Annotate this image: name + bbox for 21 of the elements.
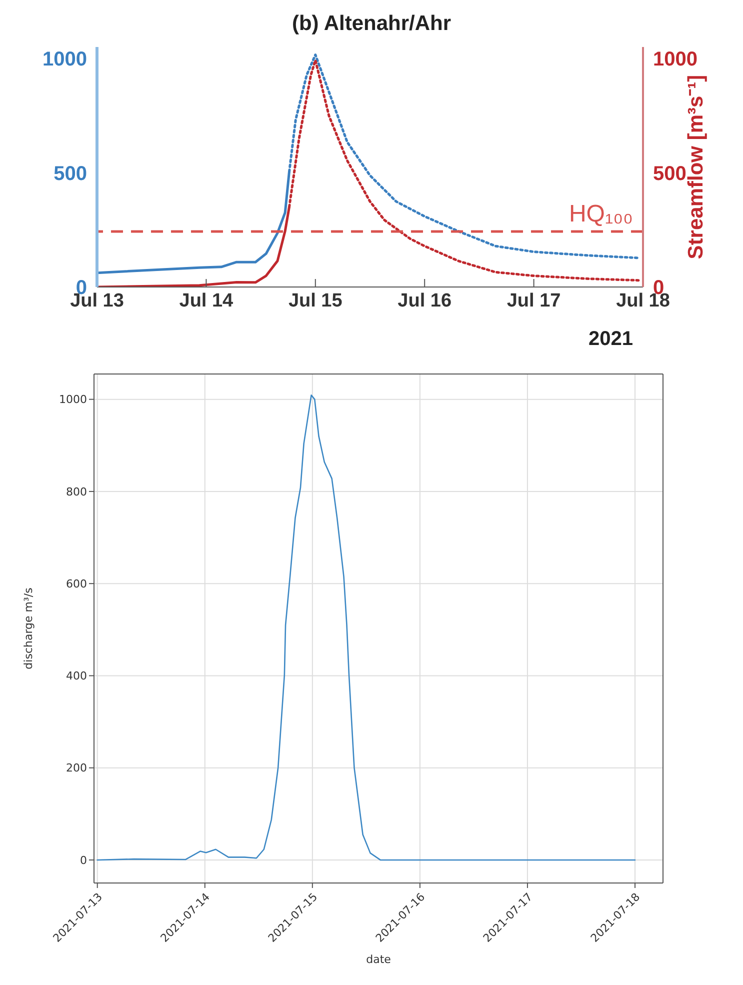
y-tick-label: 1000 xyxy=(42,48,87,71)
x-axis-title: date xyxy=(366,953,392,966)
x-tick-label: Jul 17 xyxy=(506,290,561,312)
y-tick-label: 200 xyxy=(66,762,87,775)
y-tick-label: 500 xyxy=(54,162,87,185)
y2-tick-label: 500 xyxy=(653,162,686,185)
y-tick-label: 800 xyxy=(66,485,87,498)
y2-tick-label: 1000 xyxy=(653,48,698,71)
y2-axis-title: Streamflow [m³s⁻¹] xyxy=(684,74,708,260)
y-axis-title: discharge m³/s xyxy=(22,587,35,670)
chart-title: (b) Altenahr/Ahr xyxy=(290,12,452,36)
y-tick-label: 0 xyxy=(80,854,87,867)
ref-line-label: HQ₁₀₀ xyxy=(568,200,633,228)
y-tick-label: 600 xyxy=(66,577,87,590)
y-tick-label: 400 xyxy=(66,670,87,683)
line-series xyxy=(96,394,636,861)
x-tick-label: Jul 14 xyxy=(179,290,234,312)
text: 2021 xyxy=(588,328,633,351)
x-tick-label: Jul 16 xyxy=(398,290,452,312)
y-tick-label: 1000 xyxy=(59,393,87,406)
x-tick-label: Jul 15 xyxy=(288,290,343,312)
